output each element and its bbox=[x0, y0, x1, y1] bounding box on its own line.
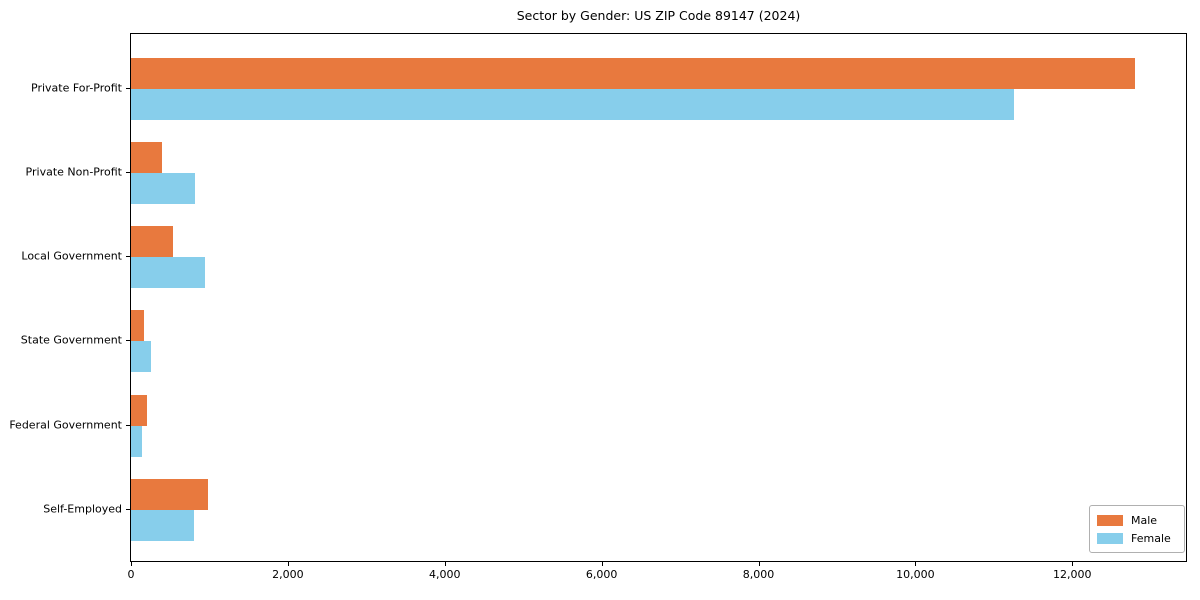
x-tick-mark bbox=[601, 562, 603, 566]
x-tick-label: 10,000 bbox=[896, 568, 935, 581]
y-tick-mark bbox=[126, 256, 131, 258]
bar-male-local-government bbox=[131, 226, 173, 258]
x-tick-mark bbox=[758, 562, 760, 566]
y-tick-label: Self-Employed bbox=[43, 502, 122, 516]
bar-male-private-non-profit bbox=[131, 142, 162, 174]
legend-entry-female: Female bbox=[1097, 529, 1177, 547]
bar-female-local-government bbox=[131, 257, 205, 289]
bar-male-state-government bbox=[131, 310, 144, 342]
x-tick-mark bbox=[444, 562, 446, 566]
bar-female-federal-government bbox=[131, 425, 142, 457]
legend-label: Female bbox=[1131, 531, 1171, 545]
bar-female-private-for-profit bbox=[131, 89, 1014, 120]
x-tick-label: 12,000 bbox=[1053, 568, 1092, 581]
bar-female-self-employed bbox=[131, 509, 194, 541]
x-tick-mark bbox=[287, 562, 289, 566]
legend-swatch-female bbox=[1097, 532, 1123, 544]
y-tick-mark bbox=[126, 508, 131, 510]
y-tick-label: Federal Government bbox=[9, 418, 122, 432]
plot-area bbox=[130, 33, 1187, 562]
y-tick-label: Private For-Profit bbox=[31, 81, 122, 95]
bar-male-self-employed bbox=[131, 478, 208, 510]
chart-title: Sector by Gender: US ZIP Code 89147 (202… bbox=[516, 8, 801, 23]
y-tick-mark bbox=[126, 340, 131, 342]
x-tick-label: 0 bbox=[127, 568, 135, 581]
bar-male-private-for-profit bbox=[131, 58, 1135, 89]
y-tick-mark bbox=[126, 424, 131, 426]
legend-label: Male bbox=[1131, 513, 1158, 527]
y-tick-label: Private Non-Profit bbox=[25, 165, 122, 179]
x-tick-mark bbox=[1072, 562, 1074, 566]
x-tick-mark bbox=[131, 562, 132, 566]
legend-entry-male: Male bbox=[1097, 511, 1177, 529]
y-tick-mark bbox=[126, 88, 131, 89]
bar-female-private-non-profit bbox=[131, 173, 195, 205]
bar-male-federal-government bbox=[131, 394, 147, 426]
x-tick-mark bbox=[915, 562, 917, 566]
legend-swatch-male bbox=[1097, 514, 1123, 526]
x-tick-label: 6,000 bbox=[585, 568, 618, 581]
y-tick-label: Local Government bbox=[21, 249, 122, 263]
legend: Male Female bbox=[1089, 505, 1185, 553]
y-tick-label: State Government bbox=[20, 333, 122, 347]
y-tick-mark bbox=[126, 172, 131, 174]
x-tick-label: 4,000 bbox=[429, 568, 461, 581]
bar-female-state-government bbox=[131, 341, 151, 373]
x-tick-label: 8,000 bbox=[742, 568, 775, 581]
x-tick-label: 2,000 bbox=[272, 568, 304, 581]
